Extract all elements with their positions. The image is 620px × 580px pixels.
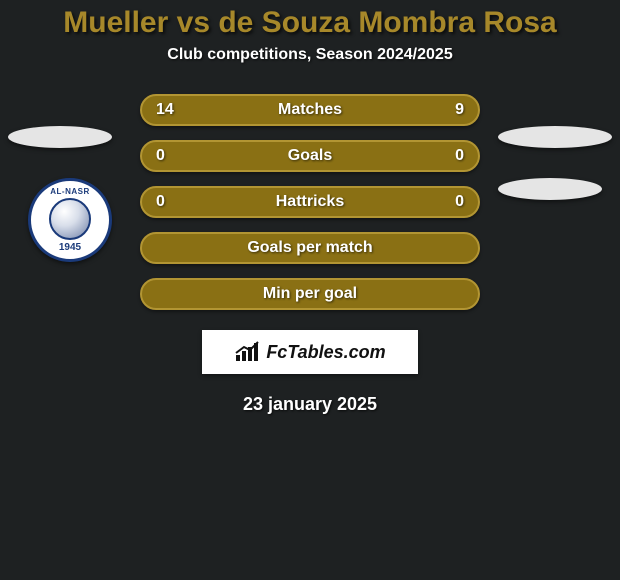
brand-text: FcTables.com: [266, 342, 385, 363]
stat-bar: 14 Matches 9: [140, 94, 480, 126]
stat-label: Min per goal: [263, 285, 357, 303]
page-subtitle: Club competitions, Season 2024/2025: [0, 46, 620, 64]
brand-box: FcTables.com: [202, 330, 418, 374]
stat-label: Matches: [278, 101, 342, 119]
club-crest: AL-NASR 1945: [28, 178, 112, 262]
date-line: 23 january 2025: [0, 394, 620, 415]
crest-year: 1945: [59, 242, 81, 253]
right-team-placeholder-2: [498, 178, 602, 200]
crest-ball-icon: [49, 198, 91, 240]
stat-bar: 0 Goals 0: [140, 140, 480, 172]
stat-bar: 0 Hattricks 0: [140, 186, 480, 218]
left-team-placeholder: [8, 126, 112, 148]
stat-label: Hattricks: [276, 193, 344, 211]
page-title: Mueller vs de Souza Mombra Rosa: [0, 0, 620, 40]
stat-left-value: 14: [156, 101, 174, 119]
stat-right-value: 0: [455, 147, 464, 165]
stat-label: Goals per match: [247, 239, 372, 257]
page-root: Mueller vs de Souza Mombra Rosa Club com…: [0, 0, 620, 580]
right-team-placeholder-1: [498, 126, 612, 148]
crest-club-name: AL-NASR: [50, 187, 90, 196]
stat-right-value: 0: [455, 193, 464, 211]
stat-left-value: 0: [156, 193, 165, 211]
stat-bar: Goals per match: [140, 232, 480, 264]
stat-label: Goals: [288, 147, 332, 165]
stat-right-value: 9: [455, 101, 464, 119]
brand-chart-icon: [234, 341, 260, 363]
stat-left-value: 0: [156, 147, 165, 165]
stat-bar: Min per goal: [140, 278, 480, 310]
stat-bars: 14 Matches 9 0 Goals 0 0 Hattricks 0 Goals per ma…: [140, 94, 480, 310]
